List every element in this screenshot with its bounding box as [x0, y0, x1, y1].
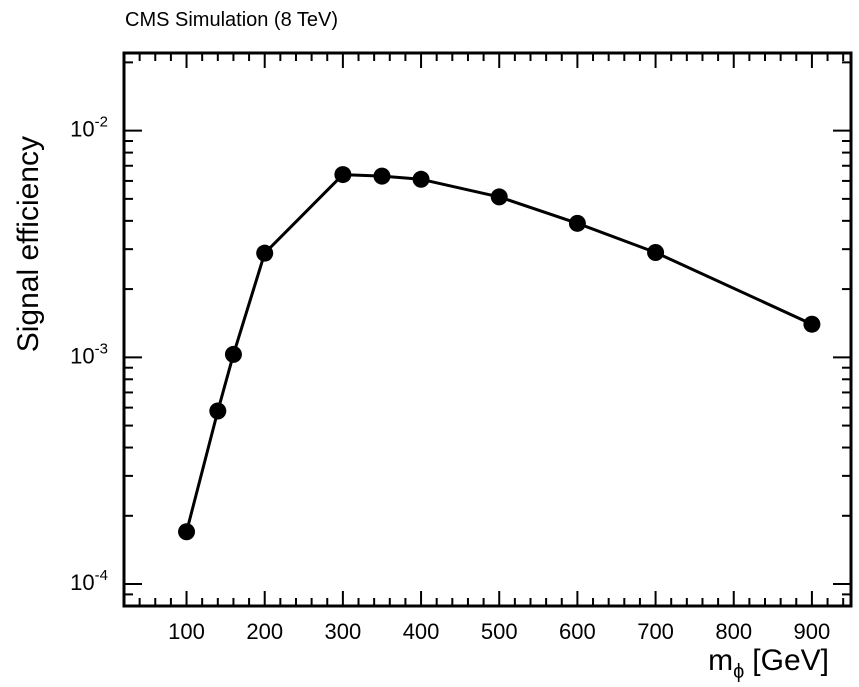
y-tick-label-exponent: -2 [95, 114, 108, 131]
data-point [373, 167, 391, 185]
data-point [803, 315, 821, 333]
data-point [490, 188, 508, 206]
x-axis-label-symbol: m [708, 644, 733, 677]
data-point [224, 345, 242, 363]
data-point [568, 214, 586, 232]
data-point [178, 523, 196, 541]
x-axis-label-subscript: ϕ [733, 661, 744, 683]
y-tick-label: 10-4 [70, 567, 108, 595]
x-tick-label: 500 [481, 619, 518, 644]
x-axis-label-unit: [GeV] [752, 644, 829, 677]
y-tick-label-base: 10 [70, 570, 94, 595]
x-tick-label: 900 [794, 619, 831, 644]
data-point [647, 244, 665, 262]
y-tick-label-base: 10 [70, 117, 94, 142]
data-point [256, 244, 274, 262]
y-tick-label-base: 10 [70, 343, 94, 368]
series-line [185, 173, 813, 533]
x-tick-label: 200 [246, 619, 283, 644]
y-tick-label-exponent: -4 [95, 567, 108, 584]
data-series [178, 166, 821, 541]
data-point [334, 166, 352, 184]
x-tick-label: 400 [403, 619, 440, 644]
chart-title: CMS Simulation (8 TeV) [125, 9, 338, 31]
data-point [209, 402, 227, 420]
y-tick-label: 10-2 [70, 114, 108, 142]
y-tick-label-exponent: -3 [95, 340, 108, 357]
y-axis-label: Signal efficiency [12, 136, 45, 352]
x-tick-label: 800 [715, 619, 752, 644]
x-tick-label: 300 [325, 619, 362, 644]
plot-axes [122, 51, 853, 608]
x-tick-label: 700 [637, 619, 674, 644]
y-tick-label: 10-3 [70, 340, 108, 368]
x-tick-label: 600 [559, 619, 596, 644]
data-point [412, 170, 430, 188]
axis-ticks [123, 53, 851, 607]
x-tick-label: 100 [168, 619, 205, 644]
x-axis-label: mϕ [GeV] [708, 644, 829, 683]
plot-frame [122, 51, 853, 608]
